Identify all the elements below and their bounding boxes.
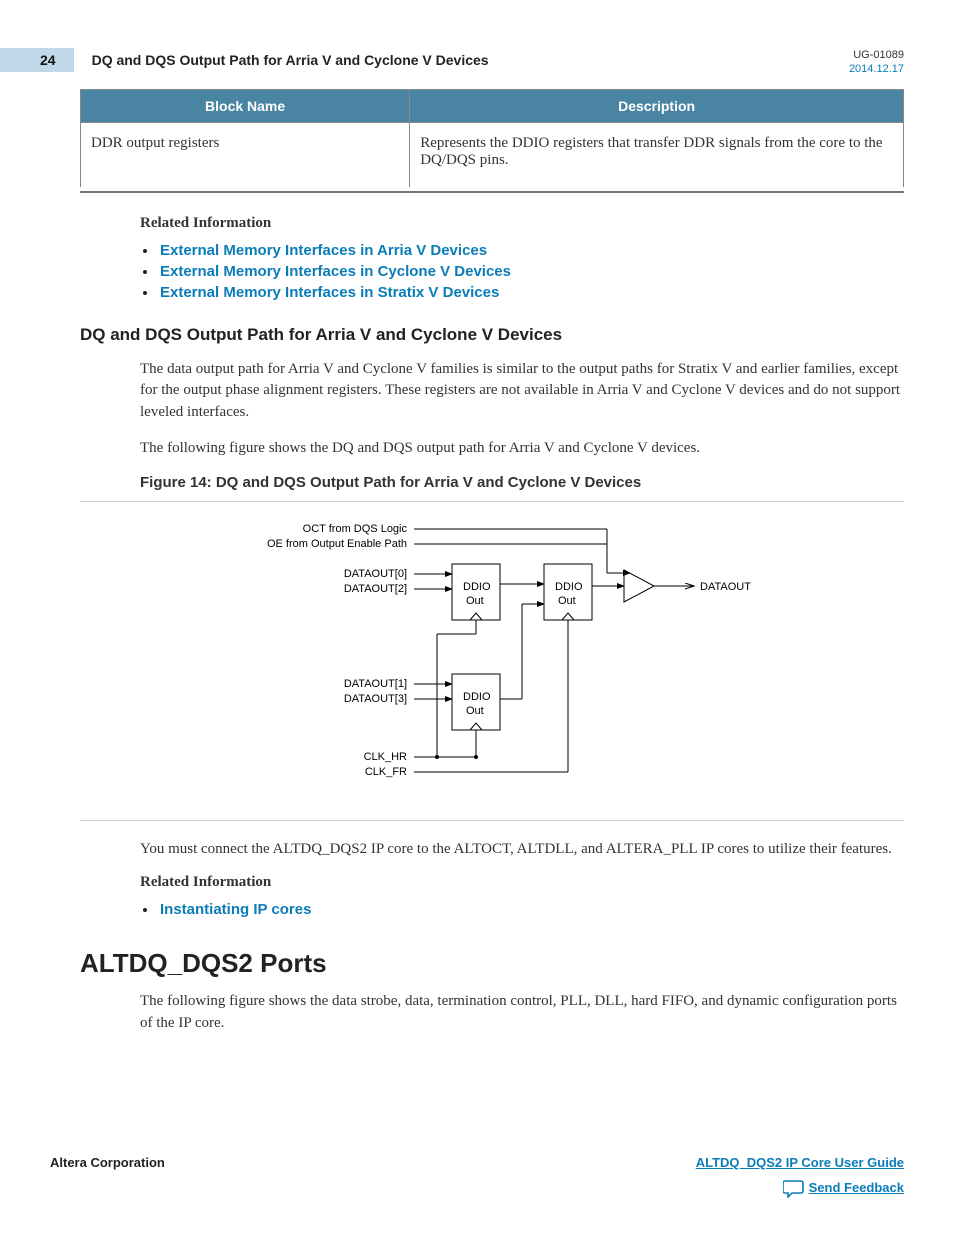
- list-item: External Memory Interfaces in Stratix V …: [158, 284, 904, 301]
- ddio-label: DDIO: [463, 691, 491, 703]
- send-feedback-label: Send Feedback: [809, 1180, 904, 1195]
- label-dataout: DATAOUT: [700, 581, 751, 593]
- speech-bubble-icon: [783, 1180, 803, 1196]
- related-information-heading: Related Information: [140, 215, 904, 232]
- table-header-description: Description: [410, 89, 904, 122]
- table-header-block-name: Block Name: [81, 89, 410, 122]
- page-footer: Altera Corporation ALTDQ_DQS2 IP Core Us…: [50, 1155, 904, 1201]
- link-cyclone-v[interactable]: External Memory Interfaces in Cyclone V …: [160, 263, 511, 280]
- footer-guide-link[interactable]: ALTDQ_DQS2 IP Core User Guide: [696, 1155, 904, 1170]
- related-links-list: External Memory Interfaces in Arria V De…: [158, 242, 904, 301]
- table-row: DDR output registers Represents the DDIO…: [81, 122, 904, 187]
- list-item: External Memory Interfaces in Cyclone V …: [158, 263, 904, 280]
- list-item: Instantiating IP cores: [158, 901, 904, 918]
- body-paragraph: The data output path for Arria V and Cyc…: [140, 359, 904, 424]
- ddio-label: DDIO: [463, 581, 491, 593]
- doc-date: 2014.12.17: [849, 62, 904, 76]
- figure-14: .lbl { font-family: Arial, sans-serif; f…: [80, 501, 904, 821]
- running-title: DQ and DQS Output Path for Arria V and C…: [92, 48, 849, 68]
- header-meta: UG-01089 2014.12.17: [849, 48, 904, 77]
- figure-caption: Figure 14: DQ and DQS Output Path for Ar…: [140, 474, 904, 491]
- ddio-label: DDIO: [555, 581, 583, 593]
- label-dataout3: DATAOUT[3]: [344, 693, 407, 705]
- link-arria-v[interactable]: External Memory Interfaces in Arria V De…: [160, 242, 487, 259]
- body-paragraph: The following figure shows the DQ and DQ…: [140, 438, 904, 460]
- label-oct: OCT from DQS Logic: [303, 523, 408, 535]
- out-label: Out: [466, 705, 484, 717]
- subsection-heading: DQ and DQS Output Path for Arria V and C…: [80, 325, 904, 345]
- label-clk-hr: CLK_HR: [364, 751, 407, 763]
- related-information-heading: Related Information: [140, 874, 904, 891]
- section-heading: ALTDQ_DQS2 Ports: [80, 948, 904, 979]
- label-dataout1: DATAOUT[1]: [344, 678, 407, 690]
- page-header: 24 DQ and DQS Output Path for Arria V an…: [50, 48, 904, 77]
- diagram-svg: .lbl { font-family: Arial, sans-serif; f…: [232, 514, 752, 814]
- table-header-row: Block Name Description: [81, 89, 904, 122]
- label-dataout2: DATAOUT[2]: [344, 583, 407, 595]
- related-links-list: Instantiating IP cores: [158, 901, 904, 918]
- label-oe: OE from Output Enable Path: [267, 538, 407, 550]
- link-instantiating-ip[interactable]: Instantiating IP cores: [160, 901, 311, 918]
- link-stratix-v[interactable]: External Memory Interfaces in Stratix V …: [160, 284, 499, 301]
- out-label: Out: [466, 595, 484, 607]
- table-cell-description: Represents the DDIO registers that trans…: [410, 122, 904, 187]
- table-bottom-rule: [80, 191, 904, 193]
- footer-company: Altera Corporation: [50, 1155, 165, 1170]
- doc-id: UG-01089: [849, 48, 904, 62]
- body-paragraph: The following figure shows the data stro…: [140, 991, 904, 1035]
- send-feedback-link[interactable]: Send Feedback: [783, 1180, 904, 1196]
- body-paragraph: You must connect the ALTDQ_DQS2 IP core …: [140, 839, 904, 861]
- out-label: Out: [558, 595, 576, 607]
- list-item: External Memory Interfaces in Arria V De…: [158, 242, 904, 259]
- table-cell-block-name: DDR output registers: [81, 122, 410, 187]
- label-dataout0: DATAOUT[0]: [344, 568, 407, 580]
- block-description-table: Block Name Description DDR output regist…: [80, 89, 904, 187]
- label-clk-fr: CLK_FR: [365, 766, 407, 778]
- page-number-badge: 24: [0, 48, 74, 72]
